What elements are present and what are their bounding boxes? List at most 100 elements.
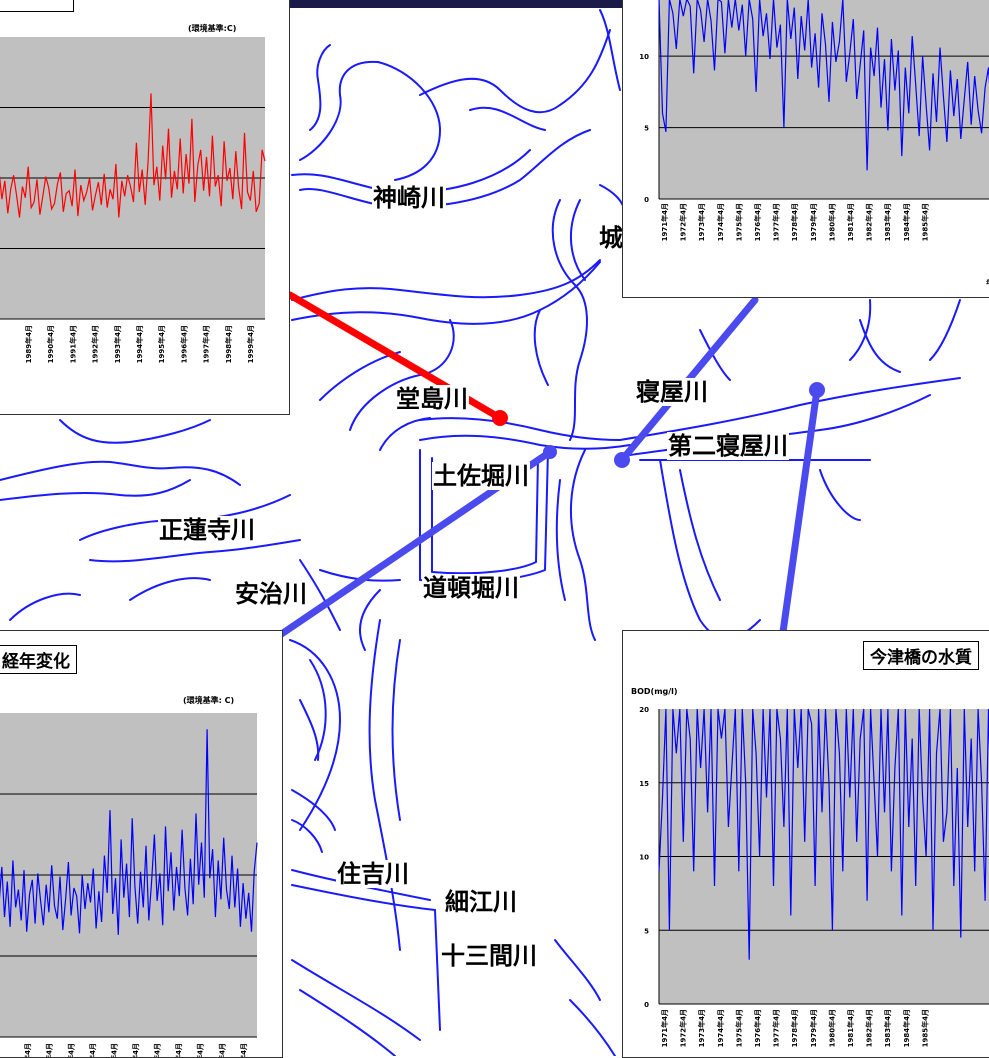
x-tick-label: 1973年4月: [697, 1009, 706, 1047]
x-tick-label: 1973年4月: [697, 203, 706, 241]
x-tick-label: 1990年4月: [46, 325, 55, 363]
x-tick-label: 1995年4月: [157, 325, 166, 363]
chart-svg-top-right: 0 5 10 1971年4月 1972年4月 1973年4月 1974年4月 1975年4月 1…: [639, 0, 989, 287]
y-tick-label: 10: [639, 53, 649, 61]
x-tick-label: 1984年4月: [902, 1009, 911, 1047]
pointer-line-blue-3: [779, 386, 821, 636]
x-tick-label: 1977年4月: [772, 1009, 781, 1047]
x-tick-label: 1995年4月: [153, 1043, 162, 1058]
pointer-dot-blue-1: [543, 445, 557, 459]
standard-note-top-left: (環境基準:C): [188, 24, 237, 33]
chart-panel-top-left: (環境基準:C) 1989年4月 1990年4月 1991年4月 1992年4月 199…: [0, 0, 290, 415]
x-tick-label: 1978年4月: [790, 1009, 799, 1047]
x-tick-label: 1979年4月: [809, 203, 818, 241]
y-tick-label: 20: [639, 706, 649, 714]
pointer-dot-blue-3: [809, 382, 825, 398]
panel-title-box-top-left: [0, 0, 74, 12]
data-series-line: [0, 729, 258, 935]
data-series-line: [658, 0, 989, 171]
x-tick-label: 1991年4月: [68, 325, 77, 363]
standard-note-bottom-left: (環境基準: C): [183, 696, 235, 705]
x-tick-label: 1994年4月: [131, 1043, 140, 1058]
x-tick-label: 1976年4月: [753, 203, 762, 241]
x-tick-label: 1996年4月: [180, 325, 189, 363]
x-tick-label: 1980年4月: [827, 1009, 836, 1047]
chart-panel-bottom-right: 今津橋の水質 BOD(mg/l) 0 5 10 15 20 1971年4月 1972年4月 1…: [622, 630, 989, 1058]
chart-svg-bottom-left: 1989年4月 1990年4月 1991年4月 1992年4月 1993年4月 1994年…: [0, 713, 258, 1058]
x-tick-label: 1979年4月: [809, 1009, 818, 1047]
x-tick-label: 1983年4月: [883, 203, 892, 241]
y-tick-label: 5: [644, 927, 649, 935]
x-tick-label: 1993年4月: [113, 325, 122, 363]
river-label-tosabori: 土佐堀川: [432, 462, 530, 490]
x-tick-label: 1985年4月: [920, 203, 929, 241]
data-series-line: [658, 708, 989, 960]
river-label-aji: 安治川: [234, 580, 308, 608]
x-tick-label: 1989年4月: [23, 1043, 32, 1058]
data-series-line: [0, 93, 266, 218]
x-tick-label: 1984年4月: [902, 203, 911, 241]
x-tick-label: 1981年4月: [846, 203, 855, 241]
river-label-daini-neya: 第二寝屋川: [667, 432, 789, 460]
top-banner-bar: [290, 0, 625, 8]
chart-svg-bottom-right: 0 5 10 15 20 1971年4月 1972年4月 1973年4月 1974年4月 1975…: [639, 706, 989, 1047]
chart-panel-top-right: 0 5 10 1971年4月 1972年4月 1973年4月 1974年4月 1975年4月 1…: [622, 0, 989, 298]
x-tick-label: 1983年4月: [883, 1009, 892, 1047]
x-tick-label: 1992年4月: [91, 325, 100, 363]
x-tick-label: 1971年4月: [660, 1009, 669, 1047]
x-tick-label: 1994年4月: [135, 325, 144, 363]
y-tick-label: 0: [644, 196, 649, 204]
x-tick-label: 1981年4月: [846, 1009, 855, 1047]
x-tick-label: 1997年4月: [202, 325, 211, 363]
x-tick-label: 1998年4月: [224, 325, 233, 363]
y-tick-label: 0: [644, 1001, 649, 1009]
pointer-dot-blue-2: [614, 452, 630, 468]
river-label-kanzaki: 神崎川: [372, 184, 446, 212]
x-tick-label: 1990年4月: [45, 1043, 54, 1058]
x-tick-label: 1993年4月: [109, 1043, 118, 1058]
x-tick-label: 1992年4月: [88, 1043, 97, 1058]
x-tick-label: 1976年4月: [753, 1009, 762, 1047]
x-tick-label: 1998年4月: [217, 1043, 226, 1058]
river-label-neya: 寝屋川: [635, 378, 709, 406]
x-tick-label: 1985年4月: [920, 1009, 929, 1047]
river-label-dotonbori: 道頓堀川: [422, 574, 520, 602]
x-tick-label: 1982年4月: [865, 1009, 874, 1047]
x-tick-label: 1972年4月: [679, 1009, 688, 1047]
chart-panel-bottom-left: 経年変化 (環境基準: C) 1989年4月 1990年4月 1991年4月 1992…: [0, 630, 283, 1058]
chart-svg-top-left: 1989年4月 1990年4月 1991年4月 1992年4月 1993年4月 1994年…: [0, 37, 266, 363]
river-lines: [0, 9, 961, 1056]
x-tick-label: 1996年4月: [174, 1043, 183, 1058]
x-tick-label: 1972年4月: [679, 203, 688, 241]
x-tick-label: 1971年4月: [660, 203, 669, 241]
x-tick-label: 1982年4月: [865, 203, 874, 241]
y-tick-label: 10: [639, 854, 649, 862]
x-tick-label: 1974年4月: [716, 203, 725, 241]
x-tick-label: 1980年4月: [827, 203, 836, 241]
river-label-jusanken: 十三間川: [440, 942, 538, 970]
x-tick-label: 1991年4月: [66, 1043, 75, 1058]
x-tick-label: 1999年4月: [246, 325, 255, 363]
river-label-partial-shiro: 城: [598, 224, 624, 252]
x-tick-label: 1997年4月: [196, 1043, 205, 1058]
y-tick-label: 15: [639, 780, 649, 788]
river-label-hosoe: 細江川: [444, 888, 518, 916]
river-label-shorenji: 正蓮寺川: [158, 516, 256, 544]
panel-title-bottom-right: 今津橋の水質: [863, 641, 979, 670]
y-tick-label: 5: [644, 125, 649, 133]
x-tick-label: 1999年4月: [239, 1043, 248, 1058]
x-tick-label: 1989年4月: [24, 325, 33, 363]
x-tick-label: 1977年4月: [772, 203, 781, 241]
pointer-lines: [276, 291, 825, 639]
river-label-dojima: 堂島川: [395, 385, 469, 413]
river-label-sumiyoshi: 住吉川: [336, 860, 410, 888]
pointer-dot-red: [492, 410, 508, 426]
y-axis-unit-bottom-right: BOD(mg/l): [631, 687, 678, 696]
x-tick-label: 1975年4月: [734, 1009, 743, 1047]
x-tick-label: 1975年4月: [734, 203, 743, 241]
x-tick-label: 1974年4月: [716, 1009, 725, 1047]
x-tick-label: 1978年4月: [790, 203, 799, 241]
x-axis-unit: 年: [986, 278, 989, 287]
